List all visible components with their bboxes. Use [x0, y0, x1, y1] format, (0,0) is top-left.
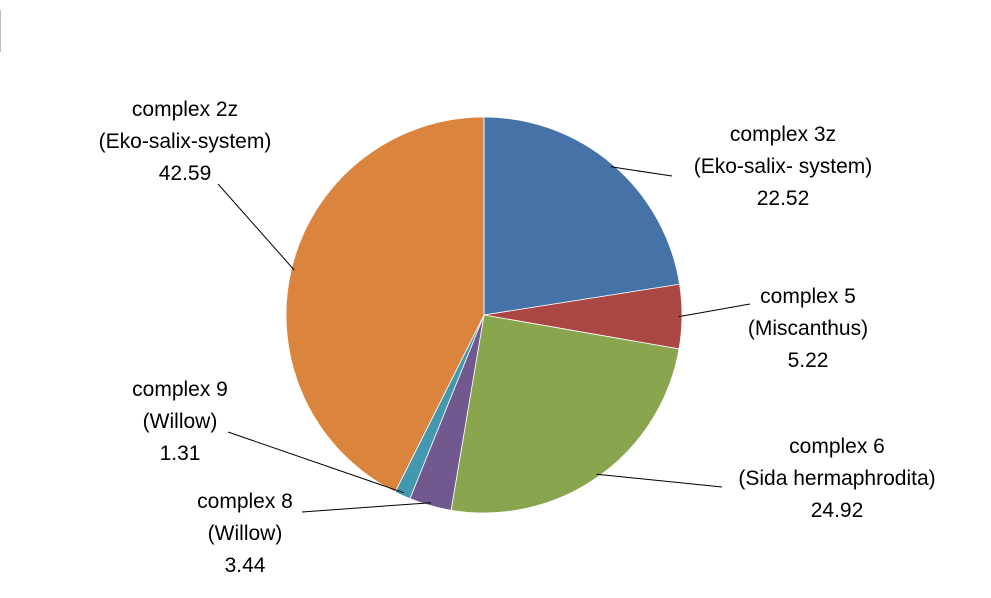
data-label-name: complex 9: [132, 378, 228, 401]
data-label-sub: (Willow): [143, 410, 218, 433]
data-label-sub: (Willow): [208, 522, 283, 545]
data-label-sub: (Sida hermaphrodita): [738, 467, 935, 490]
data-label-name: complex 2z: [132, 98, 238, 121]
leader-line-complex-5: [678, 303, 751, 318]
pie-slices: [285, 116, 683, 514]
data-label-name: complex 5: [760, 285, 856, 308]
leader-line-complex-6: [596, 473, 723, 488]
data-label-sub: (Miscanthus): [748, 317, 868, 340]
frame-edge: [0, 10, 1, 52]
data-label-sub: (Eko-salix- system): [694, 155, 873, 178]
data-label-sub: (Eko-salix-system): [99, 130, 272, 153]
data-label-name: complex 8: [197, 490, 293, 513]
leader-lines: [217, 166, 751, 513]
pie-slice-complex-3z: [483, 116, 681, 316]
data-label-name: complex 6: [789, 435, 885, 458]
data-label-value: 42.59: [159, 162, 212, 185]
leader-line-complex-2z: [217, 183, 295, 271]
pie-slice-complex-2z: [285, 116, 485, 493]
leader-line-complex-3z: [610, 166, 673, 177]
data-label-value: 3.44: [225, 554, 266, 577]
leader-line-complex-8: [301, 502, 432, 513]
data-label-value: 1.31: [160, 442, 201, 465]
data-labels: complex 3z (Eko-salix- system) 22.52 comple…: [99, 98, 936, 577]
data-label-name: complex 3z: [730, 123, 836, 146]
data-label-value: 24.92: [811, 499, 864, 522]
data-label-value: 22.52: [757, 187, 810, 210]
data-label-value: 5.22: [788, 349, 829, 372]
leader-line-complex-9: [227, 431, 404, 494]
pie-slice-complex-6: [450, 314, 680, 514]
